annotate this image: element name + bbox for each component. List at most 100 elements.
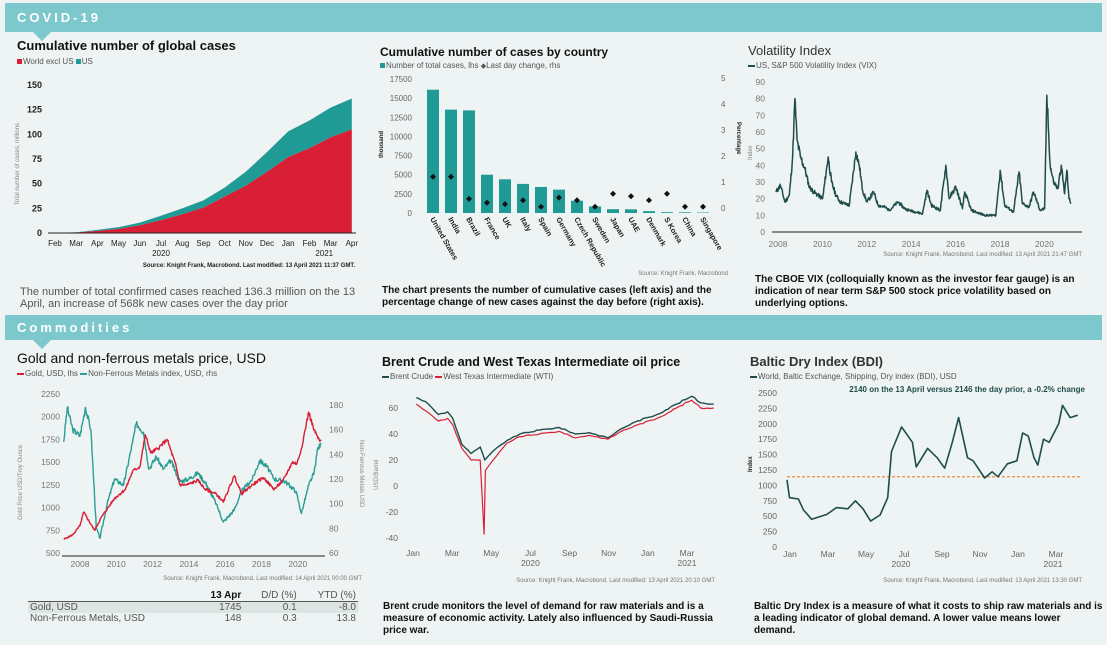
diamond-marker bbox=[610, 190, 616, 197]
column-header: D/D (%) bbox=[243, 590, 299, 602]
x-tick-label: 2020 bbox=[288, 559, 307, 569]
x-tick-label: Feb bbox=[48, 239, 62, 248]
y-tick-label: 500 bbox=[763, 511, 777, 521]
y-tick-label: 40 bbox=[756, 160, 766, 170]
x-tick-label: 2012 bbox=[857, 239, 876, 249]
y-tick-label: 1000 bbox=[758, 480, 777, 490]
bdi-line bbox=[786, 404, 1078, 522]
table-row: Non-Ferrous Metals, USD 148 0.3 13.8 bbox=[28, 613, 358, 624]
y-tick-label: 150 bbox=[27, 80, 42, 90]
x-tick-label: Mar bbox=[445, 548, 460, 558]
x-tick-label: Oct bbox=[218, 239, 231, 248]
bar-spain bbox=[535, 186, 547, 213]
y-tick-label: 2500 bbox=[394, 190, 412, 199]
pointer-triangle bbox=[33, 340, 51, 349]
area-us bbox=[55, 98, 352, 233]
x-tick-label: Mar bbox=[1049, 549, 1064, 559]
x-year-label: 2021 bbox=[315, 249, 333, 258]
y2-tick-label: 4 bbox=[721, 100, 726, 109]
x-tick-label: Apr bbox=[91, 239, 104, 248]
x-tick-label: 2012 bbox=[143, 559, 162, 569]
chart-legend: World, Baltic Exchange, Shipping, Dry in… bbox=[750, 372, 957, 381]
diamond-marker bbox=[664, 190, 670, 197]
y-tick-label: 30 bbox=[756, 177, 766, 187]
y-tick-label: 12500 bbox=[390, 113, 413, 122]
chart-source: Source: Knight Frank, Macrobond bbox=[638, 271, 728, 277]
x-tick-label: 2014 bbox=[179, 559, 198, 569]
y-tick-label: 125 bbox=[27, 105, 42, 115]
chart-legend: Number of total cases, lhs ◆Last day cha… bbox=[380, 61, 560, 71]
y-tick-label: 0 bbox=[408, 209, 413, 218]
chart-legend: Gold, USD, lhs Non-Ferrous Metals index,… bbox=[17, 369, 217, 378]
x-tick-label: Sep bbox=[196, 239, 211, 248]
diamond-marker bbox=[466, 195, 472, 202]
table-cell: 148 bbox=[224, 613, 242, 624]
x-tick-label: Mar bbox=[324, 239, 338, 248]
legend-label: Last day change, rhs bbox=[486, 61, 561, 70]
y2-tick-label: 60 bbox=[329, 548, 339, 558]
x-tick-label: Spain bbox=[536, 216, 554, 239]
table-cell: Gold, USD bbox=[28, 601, 195, 613]
chart-title: Brent Crude and West Texas Intermediate … bbox=[382, 355, 681, 369]
diamond-marker bbox=[628, 193, 634, 200]
y-tick-label: -40 bbox=[386, 533, 399, 543]
diamond-marker bbox=[574, 197, 580, 204]
legend-line bbox=[748, 64, 755, 67]
x-tick-label: May bbox=[483, 548, 500, 558]
x-tick-label: Jan bbox=[282, 239, 295, 248]
y-tick-label: 250 bbox=[763, 527, 777, 537]
chart-title: Baltic Dry Index (BDI) bbox=[750, 354, 883, 369]
x-tick-label: Jan bbox=[783, 549, 797, 559]
y-tick-label: 20 bbox=[389, 455, 399, 465]
x-tick-label: Apr bbox=[346, 239, 359, 248]
price-table: 13 Apr D/D (%) YTD (%) Gold, USD 1745 0.… bbox=[28, 590, 358, 624]
y-tick-label: 75 bbox=[32, 154, 42, 164]
y2-tick-label: 140 bbox=[329, 449, 343, 459]
diamond-marker bbox=[538, 203, 544, 210]
legend-line bbox=[17, 372, 24, 375]
chart-title: Volatility Index bbox=[748, 43, 832, 58]
legend-label: Brent Crude bbox=[390, 372, 434, 381]
x-tick-label: Italy bbox=[518, 216, 534, 234]
y-tick-label: 10000 bbox=[390, 132, 413, 141]
x-tick-label: May bbox=[858, 549, 875, 559]
y2-tick-label: 180 bbox=[329, 400, 343, 410]
y-tick-label: 80 bbox=[756, 94, 766, 104]
gold-line bbox=[63, 411, 322, 541]
x-tick-label: 2014 bbox=[902, 239, 921, 249]
section-header-covid: COVID-19 bbox=[5, 3, 1102, 41]
y-tick-label: 0 bbox=[760, 227, 765, 237]
x-tick-label: Sep bbox=[562, 548, 577, 558]
x-tick-label: Jan bbox=[641, 548, 655, 558]
y2-tick-label: 1 bbox=[721, 178, 726, 187]
bar-czech-republic bbox=[571, 200, 583, 213]
legend-line bbox=[435, 375, 443, 378]
y-tick-label: 20 bbox=[756, 194, 766, 204]
brent-line bbox=[416, 395, 714, 461]
x-tick-label: 2020 bbox=[1035, 239, 1054, 249]
x-tick-label: Jul bbox=[899, 549, 910, 559]
table-cell: 1745 bbox=[194, 601, 244, 613]
legend-line bbox=[750, 375, 757, 378]
y-tick-label: 70 bbox=[756, 110, 766, 120]
diamond-marker bbox=[646, 197, 652, 204]
chart-title: Cumulative number of cases by country bbox=[380, 45, 609, 59]
chart-caption: Brent crude monitors the level of demand… bbox=[383, 601, 713, 636]
legend-swatch bbox=[17, 59, 22, 65]
y-tick-label: 1500 bbox=[758, 450, 777, 460]
chart-annotation: 2140 on the 13 April versus 2146 the day… bbox=[849, 385, 1085, 394]
y-tick-label: 1750 bbox=[758, 434, 777, 444]
bar-india bbox=[445, 109, 457, 213]
y2-tick-label: 120 bbox=[329, 474, 343, 484]
x-tick-label: May bbox=[111, 239, 126, 248]
x-tick-label: 2008 bbox=[71, 559, 90, 569]
x-tick-label: Singapore bbox=[698, 216, 724, 252]
y-tick-label: 2250 bbox=[758, 403, 777, 413]
table-cell: Non-Ferrous Metals, USD bbox=[30, 613, 146, 624]
table-header: 13 Apr D/D (%) YTD (%) bbox=[28, 590, 358, 602]
legend-label: US bbox=[81, 57, 93, 66]
x-tick-label: Nov bbox=[239, 239, 253, 248]
non-ferrous-line bbox=[63, 406, 322, 539]
x-tick-label: Mar bbox=[680, 548, 695, 558]
column-header: YTD (%) bbox=[298, 590, 358, 602]
